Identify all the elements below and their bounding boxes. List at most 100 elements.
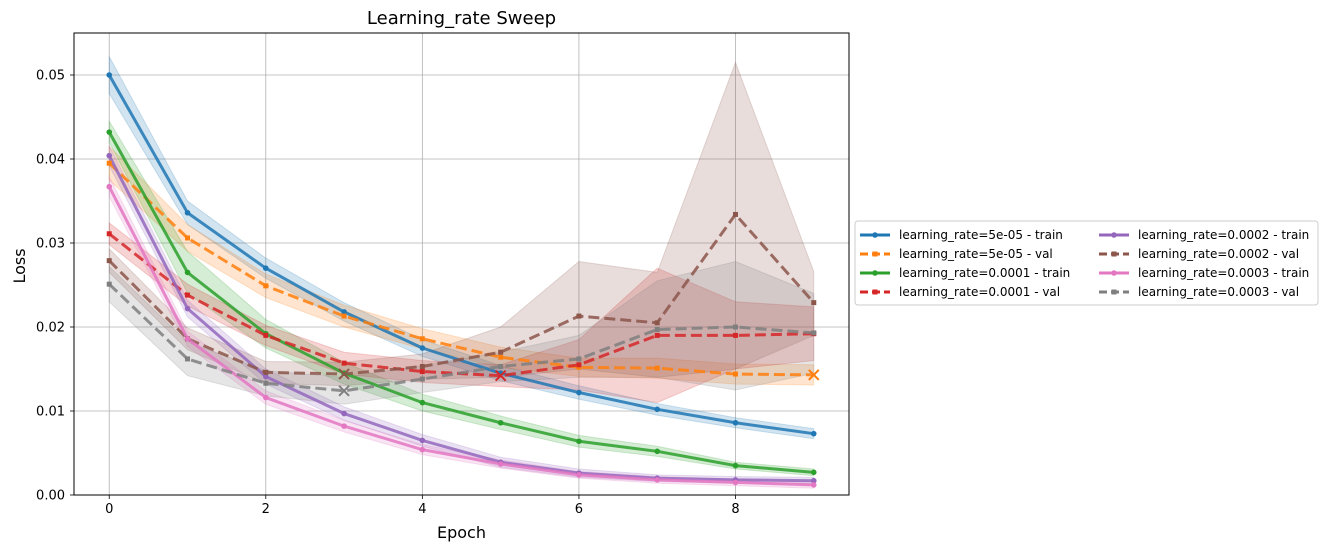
legend: learning_rate=5e-05 - train learning_rate… [854, 220, 1319, 306]
data-point [654, 477, 661, 483]
data-point [576, 389, 582, 396]
legend-marker [872, 232, 878, 238]
data-point [576, 356, 582, 362]
data-point [106, 231, 112, 237]
data-point [106, 281, 112, 287]
chart-title: Learning_rate Sweep [367, 8, 556, 29]
x-tick-label: 6 [575, 502, 583, 517]
data-point [654, 406, 661, 413]
legend-box [854, 220, 1319, 306]
best-epoch-marker [808, 369, 820, 381]
data-point [419, 336, 425, 342]
confidence-band [108, 221, 815, 404]
data-point [185, 235, 191, 241]
legend-marker [1111, 232, 1117, 238]
data-point [263, 283, 269, 289]
data-point [732, 479, 739, 486]
data-point [810, 482, 817, 488]
data-point [732, 211, 738, 217]
data-point [811, 330, 817, 336]
data-point [576, 313, 582, 319]
data-point [341, 360, 347, 366]
data-point [106, 258, 112, 264]
x-tick-label: 2 [262, 502, 270, 517]
data-point [262, 394, 269, 401]
legend-marker [1111, 289, 1117, 295]
series-line [107, 131, 814, 474]
data-point [810, 477, 817, 484]
data-point [419, 345, 426, 351]
x-axis-label: Epoch [437, 523, 486, 542]
data-point [419, 363, 425, 369]
data-point [262, 265, 269, 272]
legend-marker [872, 270, 878, 276]
plot-frame [73, 32, 850, 496]
legend-label: learning_rate=0.0003 - train [1138, 266, 1309, 280]
data-point [732, 419, 739, 426]
series-line [108, 283, 814, 393]
data-point [184, 335, 191, 342]
legend-marker [872, 251, 878, 257]
y-tick-label: 0.01 [36, 405, 65, 420]
data-point [810, 469, 817, 476]
y-tick-label: 0.02 [36, 321, 65, 336]
y-tick-label: 0.05 [36, 69, 65, 84]
data-point [811, 300, 817, 306]
series-line [108, 162, 814, 377]
legend-marker [1111, 251, 1117, 257]
legend-label: learning_rate=0.0001 - val [899, 285, 1060, 299]
x-tick-label: 0 [105, 502, 113, 517]
legend-label: learning_rate=0.0002 - train [1138, 228, 1309, 242]
data-point [263, 332, 269, 338]
confidence-band [108, 176, 815, 489]
data-point [341, 410, 347, 417]
data-point [185, 292, 191, 298]
best-epoch-markers [338, 368, 820, 397]
legend-marker [1111, 270, 1117, 276]
best-epoch-marker [494, 370, 507, 382]
data-point [732, 462, 739, 469]
data-point [576, 362, 582, 368]
data-point [106, 160, 112, 166]
best-epoch-marker [338, 368, 350, 380]
legend-label: learning_rate=0.0002 - val [1138, 247, 1299, 261]
axis-ticks: 0 2 4 6 8 0.00 0.01 0.02 0.03 0.04 0.05 [36, 69, 740, 518]
confidence-bands [108, 56, 815, 489]
data-point [732, 324, 738, 330]
data-point [654, 365, 660, 371]
data-point [419, 446, 426, 453]
legend-label: learning_rate=0.0001 - train [899, 266, 1070, 280]
data-point [576, 364, 582, 370]
data-point [576, 472, 582, 478]
data-point [419, 369, 425, 375]
data-point [497, 461, 504, 467]
data-point [106, 183, 113, 190]
best-epoch-marker [338, 385, 350, 397]
data-point [732, 371, 738, 377]
data-point [341, 313, 347, 319]
legend-label: learning_rate=5e-05 - train [899, 228, 1063, 242]
data-point [185, 356, 191, 362]
data-point [419, 376, 425, 382]
data-point [106, 72, 113, 78]
data-point [184, 209, 191, 216]
y-tick-label: 0.03 [36, 237, 65, 252]
series-line [108, 212, 815, 376]
data-point [419, 399, 426, 406]
legend-marker [872, 289, 878, 295]
data-point [810, 430, 817, 437]
data-point [732, 332, 738, 338]
confidence-band [108, 56, 815, 440]
data-point [497, 419, 504, 426]
data-point [654, 327, 660, 333]
data-point [263, 380, 269, 386]
data-point [498, 363, 504, 369]
data-point [576, 438, 582, 445]
data-point [498, 349, 504, 355]
data-point [654, 332, 660, 338]
series-line [107, 154, 814, 483]
series-lines [107, 74, 815, 487]
x-tick-label: 4 [418, 502, 426, 517]
data-point [419, 437, 426, 444]
